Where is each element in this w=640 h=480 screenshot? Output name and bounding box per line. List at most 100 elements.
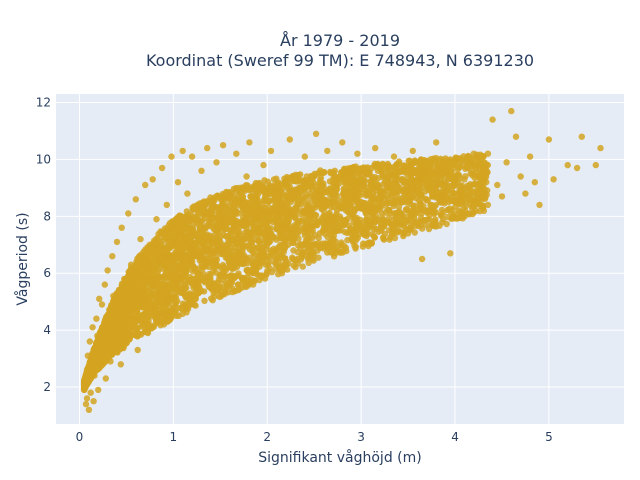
data-point [332, 249, 339, 257]
data-point [425, 162, 433, 170]
data-point [302, 192, 309, 199]
data-point [296, 210, 304, 217]
data-point [126, 308, 133, 315]
data-point [419, 166, 427, 173]
data-point [140, 248, 147, 255]
data-point [270, 249, 277, 256]
data-point [366, 220, 373, 228]
data-point [282, 243, 289, 250]
data-point [251, 218, 258, 225]
data-point [234, 199, 242, 206]
data-point [139, 322, 147, 329]
data-point [424, 196, 431, 204]
data-point [266, 226, 273, 233]
data-point [234, 254, 242, 262]
data-point [481, 186, 488, 193]
data-point [175, 269, 182, 276]
data-point [155, 258, 162, 265]
data-point [174, 246, 181, 254]
data-point [232, 244, 239, 252]
data-point [220, 193, 228, 201]
data-point [481, 159, 488, 166]
data-point [274, 188, 281, 195]
data-point [299, 263, 306, 270]
data-point [160, 311, 167, 318]
data-point [168, 259, 175, 266]
data-point [307, 218, 315, 225]
data-point [268, 184, 275, 191]
data-point [310, 257, 317, 264]
data-point [290, 262, 297, 269]
data-point [109, 333, 116, 340]
data-point [217, 233, 224, 240]
data-point [402, 169, 409, 176]
data-point [405, 157, 412, 165]
data-point [155, 266, 162, 273]
data-point [290, 206, 297, 213]
data-point [128, 287, 135, 295]
data-point [400, 196, 407, 204]
data-point [464, 182, 471, 189]
data-point [207, 279, 214, 286]
data-point [224, 240, 231, 248]
data-point [331, 174, 338, 181]
data-point [186, 230, 193, 237]
data-point [427, 207, 434, 214]
data-point [467, 187, 475, 194]
data-point [317, 174, 325, 182]
data-point [294, 230, 301, 237]
data-point [348, 195, 355, 202]
data-point [365, 192, 372, 199]
data-point [233, 194, 241, 201]
data-point [308, 223, 315, 230]
data-point [326, 228, 333, 235]
data-point [445, 159, 452, 166]
data-point [456, 189, 464, 196]
data-point [477, 179, 484, 187]
data-point [235, 184, 243, 192]
data-point [223, 281, 231, 289]
chart-title-line-2: Koordinat (Sweref 99 TM): E 748943, N 63… [146, 51, 534, 70]
data-point [178, 239, 185, 246]
data-point [360, 240, 367, 247]
data-point [434, 167, 441, 174]
data-point [149, 287, 157, 295]
data-point [450, 179, 458, 186]
data-point [157, 244, 165, 252]
data-point [411, 157, 418, 164]
data-point [395, 160, 403, 167]
data-point [186, 238, 194, 245]
data-point [186, 276, 193, 284]
data-point [267, 189, 274, 196]
data-point [439, 219, 446, 226]
data-point [261, 193, 269, 201]
data-point [123, 302, 130, 310]
data-point [471, 174, 478, 181]
data-point [211, 194, 219, 201]
data-point [257, 251, 264, 258]
data-point [319, 182, 326, 189]
data-point [378, 225, 385, 232]
data-point [207, 250, 215, 257]
data-point [417, 191, 425, 199]
data-point [431, 219, 438, 226]
data-point [341, 187, 348, 195]
data-point [378, 165, 385, 173]
data-point [427, 156, 435, 163]
data-point [206, 258, 213, 266]
data-point [155, 237, 163, 244]
data-point [425, 216, 433, 223]
data-point [168, 240, 175, 247]
data-point [438, 206, 446, 214]
data-point [289, 255, 296, 263]
data-point [161, 272, 169, 279]
data-point [303, 173, 310, 180]
data-point [200, 288, 208, 295]
data-point [292, 177, 300, 184]
data-point [210, 267, 217, 275]
data-point [236, 229, 243, 236]
data-point [144, 313, 151, 320]
data-point [408, 217, 415, 224]
data-point [283, 228, 291, 235]
data-point [483, 178, 490, 186]
